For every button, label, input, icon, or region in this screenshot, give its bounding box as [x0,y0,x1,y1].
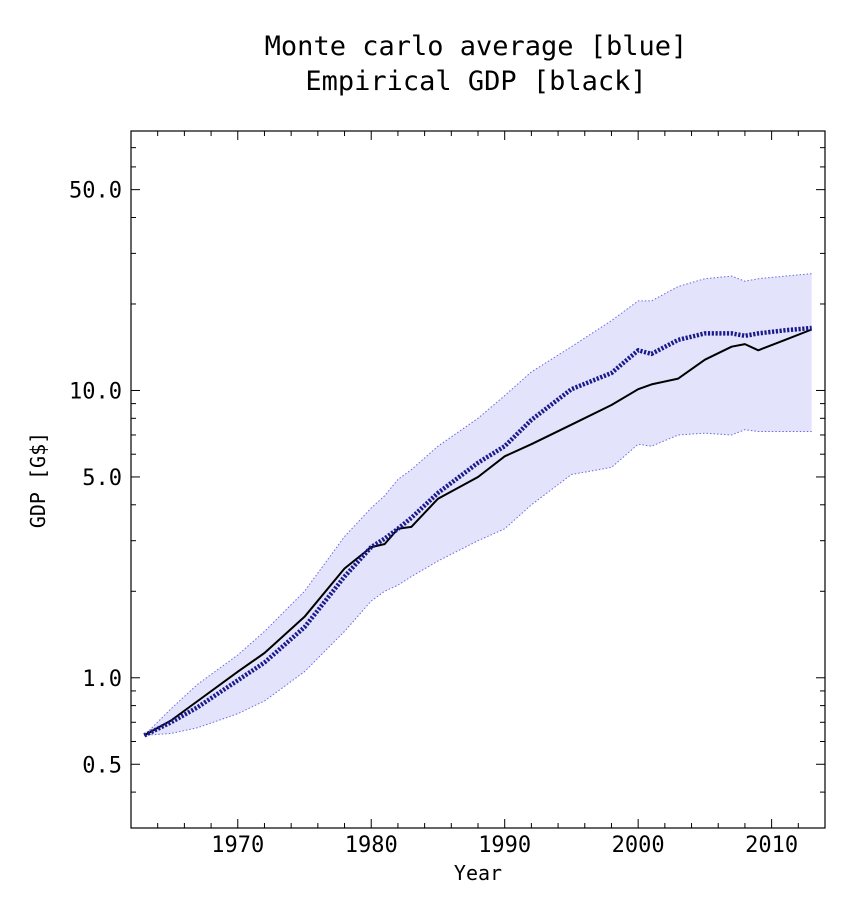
x-tick-label: 1980 [345,833,398,858]
y-tick-label: 50.0 [69,179,122,204]
chart-title-line-2: Empirical GDP [black] [305,66,646,97]
y-tick-label: 0.5 [82,753,122,778]
x-axis-label: Year [454,861,502,885]
confidence-band [144,273,812,736]
series-line-empirical-gdp [143,328,813,737]
y-tick-label: 5.0 [82,466,122,491]
series-line-monte-carlo [143,325,812,738]
band-upper-edge [143,273,812,736]
x-tick-label: 1990 [478,833,531,858]
y-tick-label: 10.0 [69,379,122,404]
y-axis-label: GDP [G$] [26,432,50,528]
band-lower-edge [144,429,812,736]
x-tick-label: 2000 [612,833,665,858]
x-tick-label: 2010 [745,833,798,858]
y-tick-label: 1.0 [82,667,122,692]
chart-title-line-1: Monte carlo average [blue] [265,31,688,62]
x-tick-label: 1970 [211,833,264,858]
